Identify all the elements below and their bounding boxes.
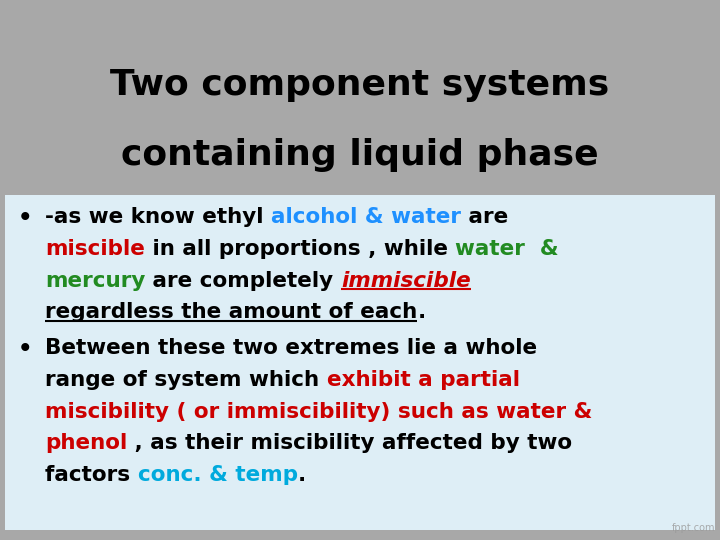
Text: miscibility ( or immiscibility) such as water &: miscibility ( or immiscibility) such as … xyxy=(45,402,593,422)
Text: in all proportions , while: in all proportions , while xyxy=(145,239,455,259)
Text: fppt.com: fppt.com xyxy=(672,523,715,533)
Bar xyxy=(5,195,715,530)
Text: phenol: phenol xyxy=(45,434,127,454)
Text: water  &: water & xyxy=(455,239,559,259)
Text: •: • xyxy=(18,338,32,361)
Text: regardless the amount of each: regardless the amount of each xyxy=(45,302,418,322)
Text: conc. & temp: conc. & temp xyxy=(138,465,298,485)
Text: , as their miscibility affected by two: , as their miscibility affected by two xyxy=(127,434,572,454)
Text: •: • xyxy=(18,207,32,230)
Text: containing liquid phase: containing liquid phase xyxy=(121,138,599,172)
Text: factors: factors xyxy=(45,465,138,485)
Text: .: . xyxy=(298,465,306,485)
Text: Between these two extremes lie a whole: Between these two extremes lie a whole xyxy=(45,338,537,358)
Text: immiscible: immiscible xyxy=(341,271,471,291)
Text: -as we know ethyl: -as we know ethyl xyxy=(45,207,271,227)
Text: miscible: miscible xyxy=(45,239,145,259)
Text: range of system which: range of system which xyxy=(45,370,327,390)
Text: exhibit a partial: exhibit a partial xyxy=(327,370,520,390)
Text: are: are xyxy=(461,207,508,227)
Text: Two component systems: Two component systems xyxy=(110,68,610,102)
Text: are completely: are completely xyxy=(145,271,341,291)
Text: alcohol & water: alcohol & water xyxy=(271,207,461,227)
Text: .: . xyxy=(418,302,426,322)
Text: mercury: mercury xyxy=(45,271,145,291)
